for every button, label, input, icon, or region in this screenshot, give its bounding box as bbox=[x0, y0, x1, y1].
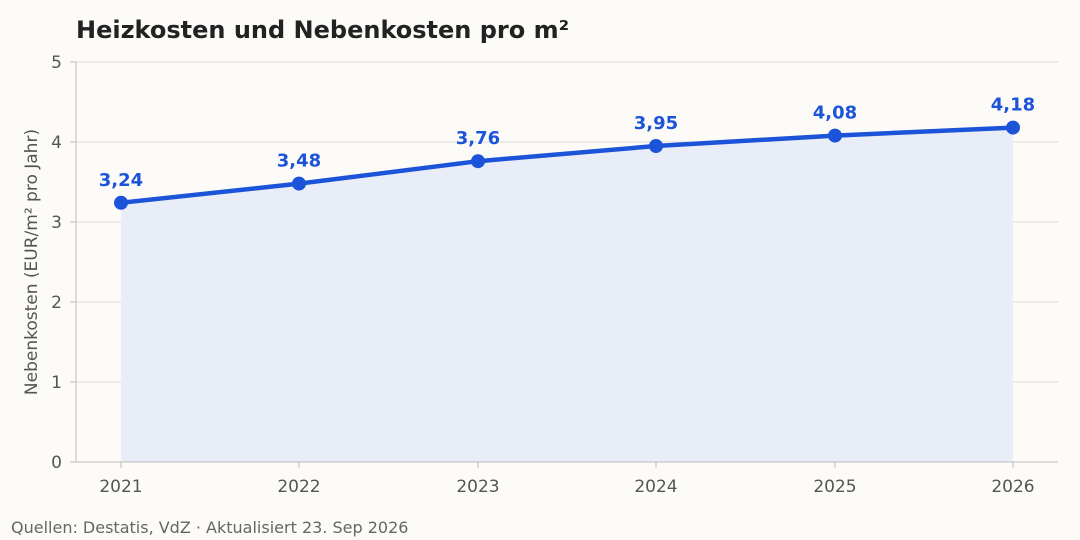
data-point bbox=[471, 154, 485, 169]
data-label: 4,18 bbox=[991, 95, 1035, 116]
data-point bbox=[292, 176, 306, 191]
y-tick-label: 5 bbox=[51, 53, 62, 73]
source-note: Quellen: Destatis, VdZ · Aktualisiert 23… bbox=[11, 518, 409, 537]
data-point bbox=[1006, 120, 1020, 135]
y-tick-label: 2 bbox=[51, 293, 62, 313]
axes: 0 1 2 3 4 5 2021 2022 2023 2024 2025 2026 bbox=[51, 53, 1058, 497]
data-label: 3,95 bbox=[634, 113, 678, 134]
x-tick-label: 2021 bbox=[99, 477, 142, 497]
y-tick-label: 3 bbox=[51, 213, 62, 233]
x-tick-label: 2026 bbox=[991, 477, 1034, 497]
data-point bbox=[649, 139, 663, 153]
series-layer bbox=[114, 120, 1020, 210]
x-tick-label: 2022 bbox=[277, 477, 320, 497]
y-tick-label: 4 bbox=[51, 133, 62, 153]
x-tick-label: 2024 bbox=[634, 477, 677, 497]
series-area bbox=[121, 127, 1013, 462]
y-axis-title: Nebenkosten (EUR/m² pro Jahr) bbox=[22, 129, 42, 395]
data-label: 3,76 bbox=[456, 128, 500, 149]
y-tick-label: 1 bbox=[51, 373, 62, 393]
data-point bbox=[828, 128, 842, 143]
x-tick-label: 2025 bbox=[813, 477, 856, 497]
data-point bbox=[114, 195, 128, 210]
series-line bbox=[118, 125, 1016, 206]
labels-layer: 3,24 3,48 3,76 3,95 4,08 4,18 bbox=[99, 95, 1035, 191]
data-label: 3,24 bbox=[99, 170, 143, 191]
y-tick-label: 0 bbox=[51, 453, 62, 473]
area-layer bbox=[121, 127, 1013, 462]
x-tick-label: 2023 bbox=[456, 477, 499, 497]
data-label: 4,08 bbox=[813, 103, 857, 124]
data-label: 3,48 bbox=[277, 151, 321, 172]
chart-title: Heizkosten und Nebenkosten pro m² bbox=[76, 16, 570, 44]
